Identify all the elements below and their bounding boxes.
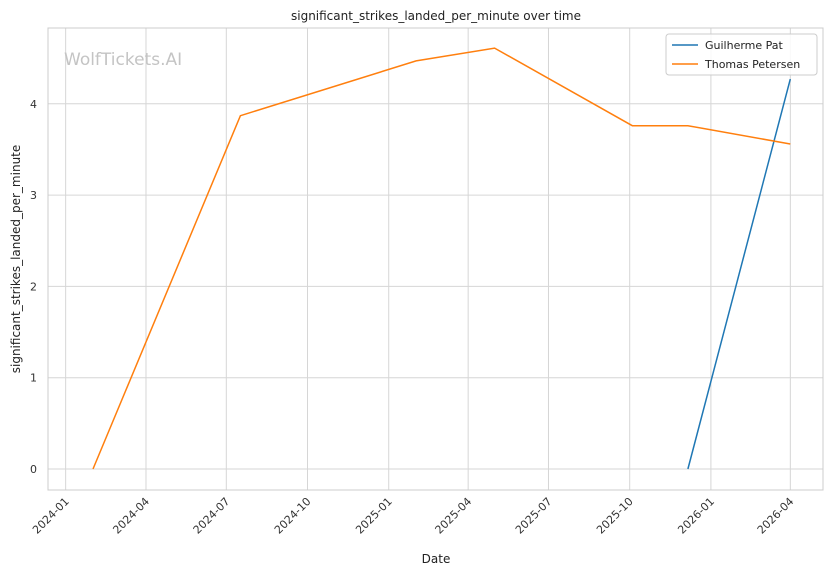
watermark: WolfTickets.AI <box>64 50 182 70</box>
x-tick-label: 2024-10 <box>272 495 314 537</box>
y-tick-label: 4 <box>30 98 37 111</box>
x-tick-label: 2025-10 <box>594 495 636 537</box>
y-tick-label: 0 <box>30 463 37 476</box>
chart-title: significant_strikes_landed_per_minute ov… <box>291 9 581 23</box>
grid <box>48 28 823 490</box>
series-line-0 <box>687 78 792 470</box>
y-tick-label: 3 <box>30 189 37 202</box>
x-tick-label: 2024-07 <box>191 495 233 537</box>
legend-label: Thomas Petersen <box>704 58 800 71</box>
x-tick-label: 2024-04 <box>110 495 152 537</box>
x-axis-ticks: 2024-01 2024-04 2024-07 2024-10 2025-01 2025-… <box>30 495 796 537</box>
y-axis-ticks: 0 1 2 3 4 <box>30 98 37 476</box>
x-axis-label: Date <box>422 552 451 566</box>
x-tick-label: 2026-04 <box>755 495 797 537</box>
legend: Guilherme Pat Thomas Petersen <box>665 33 818 76</box>
series-line-1 <box>92 47 791 470</box>
legend-label: Guilherme Pat <box>705 39 784 52</box>
x-tick-label: 2025-04 <box>433 495 475 537</box>
x-tick-label: 2025-01 <box>353 495 395 537</box>
y-tick-label: 2 <box>30 280 37 293</box>
y-tick-label: 1 <box>30 372 37 385</box>
y-axis-label: significant_strikes_landed_per_minute <box>9 145 23 374</box>
x-tick-label: 2026-01 <box>675 495 717 537</box>
x-tick-label: 2024-01 <box>30 495 72 537</box>
x-tick-label: 2025-07 <box>513 495 555 537</box>
watermark-layer: WolfTickets.AI <box>64 50 182 70</box>
plot-area-frame <box>47 27 824 491</box>
legend-box <box>665 33 818 76</box>
series-layer <box>92 47 792 470</box>
